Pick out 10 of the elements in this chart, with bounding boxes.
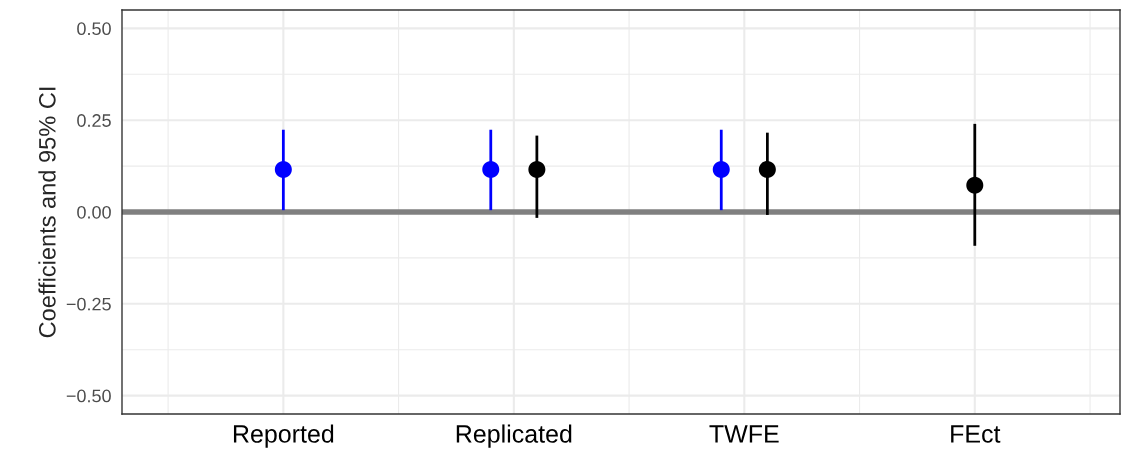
x-tick-label: Reported xyxy=(233,424,334,448)
y-tick-label: −0.50 xyxy=(66,389,111,403)
x-tick-label: FEct xyxy=(951,425,1001,443)
y-tick-label: 0.25 xyxy=(77,114,111,127)
y-tick-label: 0.00 xyxy=(77,205,111,219)
x-tick-label: Replicated xyxy=(456,424,572,448)
x-tick-label: TWFE xyxy=(709,425,779,443)
y-axis-title: Coefficients and 95% CI xyxy=(38,87,56,338)
y-tick-label: 0.50 xyxy=(77,22,111,36)
y-tick-label: −0.25 xyxy=(66,297,111,311)
